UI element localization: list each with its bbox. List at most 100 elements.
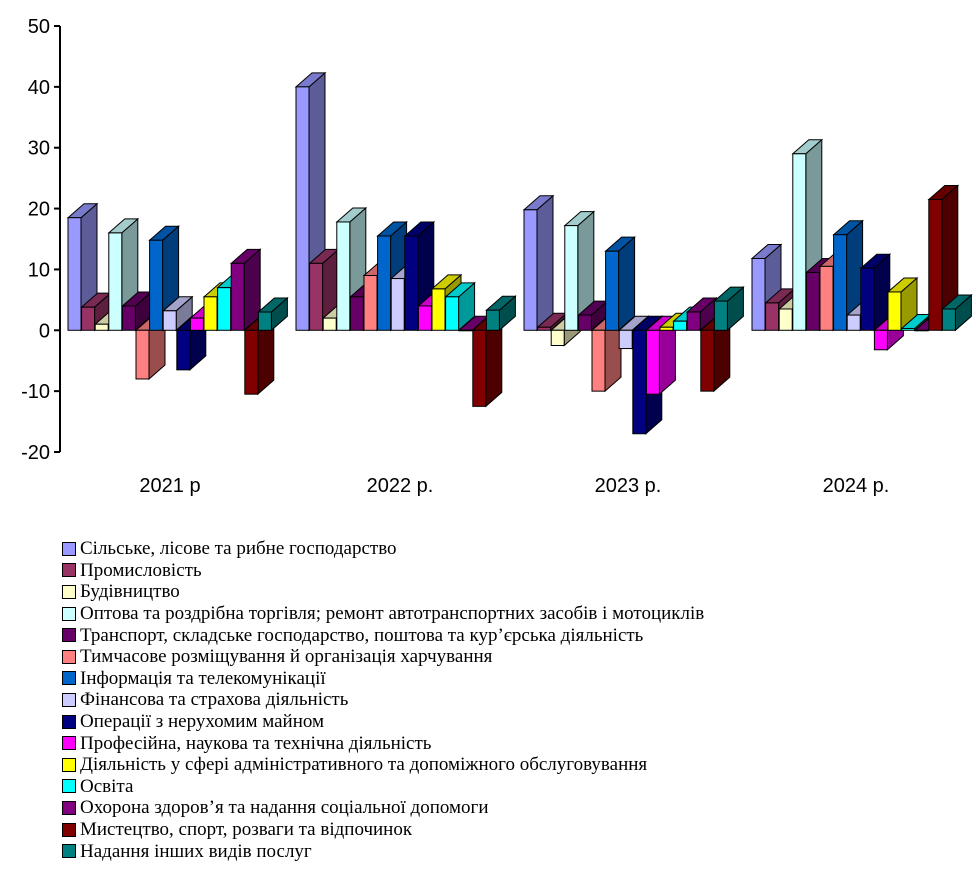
bar-front [121,305,136,331]
bar-front [887,291,902,331]
bar-front [765,302,780,331]
category-label: 2022 р. [367,475,434,497]
legend-item: Діяльність у сфері адміністративного та … [62,754,962,776]
legend-item: Оптова та роздрібна торгівля; ремонт авт… [62,603,962,625]
legend-label: Тимчасове розміщування й організація хар… [80,646,493,668]
legend-label: Промисловість [80,559,202,581]
category-label: 2024 р. [823,475,890,497]
legend-swatch [62,563,76,578]
bar-front [257,311,272,331]
bar-front [673,320,688,331]
category-label: 2023 р. [595,475,662,497]
bar-front [523,209,538,331]
bar-front [404,235,419,331]
bar [859,253,892,332]
bar-front [472,329,487,407]
legend-label: Фінансова та страхова діяльність [80,689,349,711]
bar-front [67,217,82,331]
bar-front [713,300,728,331]
bar-front [605,250,620,331]
legend-swatch [62,584,76,599]
legend-label: Освіта [80,775,134,797]
legend-swatch [62,800,76,815]
bar [257,296,289,332]
legend-item: Фінансова та страхова діяльність [62,689,962,711]
bar-front [901,327,916,331]
legend-swatch [62,757,76,772]
bar-front [309,262,324,331]
bar-front [778,308,793,331]
bar-front [295,86,310,331]
bar-front [659,326,674,331]
bar [471,315,504,408]
bar-front [833,234,848,331]
legend-swatch [62,822,76,837]
legend-label: Діяльність у сфері адміністративного та … [80,754,648,776]
bar-front [805,271,820,331]
axis-layer: -20 -10 0 10 20 30 40 50 [21,16,61,464]
bar-front [230,262,245,331]
bar-front [700,329,715,392]
legend-item: Мистецтво, спорт, розваги та відпочинок [62,819,962,841]
legend-swatch [62,671,76,686]
legend-label: Інформація та телекомунікації [80,667,326,689]
bar-front [928,198,943,331]
bar-front [564,225,579,331]
bar [577,299,609,332]
bar-front [322,317,337,331]
bar [685,296,718,332]
bar-front [135,329,150,380]
bar-front [645,329,660,395]
bar-front [577,314,592,331]
bar-front [336,221,351,331]
bar [713,285,745,332]
bar-front [792,153,807,331]
y-tick-label: 30 [28,138,50,160]
bar-front [81,306,96,331]
legend-item: Надання інших видів послуг [62,840,962,862]
bar-front [431,288,446,331]
bar-front [860,267,875,331]
legend-item: Інформація та телекомунікації [62,668,962,690]
bar [161,295,194,332]
bar [563,210,596,332]
y-tick-label: 40 [28,77,50,99]
bar-front [618,329,633,350]
legend-swatch [62,714,76,729]
category-label: 2021 р [139,475,200,497]
bar-front [458,329,473,332]
bar-front [686,311,701,331]
bar-front [390,278,405,331]
bar-front [632,329,647,435]
bar-front [550,329,565,346]
bar-side [618,236,636,332]
bar-front [176,329,191,371]
bar [522,194,555,332]
bar-front [591,329,606,392]
bar-front [363,275,378,331]
bar [121,290,153,332]
bar-front [108,232,123,331]
legend-label: Транспорт, складське господарство, пошто… [80,624,644,646]
bar-front [94,323,109,331]
bar [444,281,476,332]
y-tick-label: 20 [28,199,50,221]
legend-item: Професійна, наукова та технічна діяльніс… [62,732,962,754]
legend-label: Надання інших видів послуг [80,840,312,862]
legend-item: Тимчасове розміщування й організація хар… [62,646,962,668]
legend-swatch [62,541,76,556]
category-labels: 2021 р 2022 р. 2023 р. 2024 р. [139,475,889,497]
y-tick-label: -10 [21,381,50,403]
legend-item: Операції з нерухомим майном [62,711,962,733]
legend-swatch [62,779,76,794]
bar-front [203,296,218,331]
legend-item: Промисловість [62,560,962,582]
bar-front [217,287,232,331]
y-tick-label: 10 [28,259,50,281]
y-tick-label: 50 [28,16,50,38]
legend-item: Освіта [62,776,962,798]
legend-swatch [62,692,76,707]
legend-swatch [62,628,76,643]
legend-label: Оптова та роздрібна торгівля; ремонт авт… [80,603,705,625]
legend-label: Операції з нерухомим майном [80,711,325,733]
